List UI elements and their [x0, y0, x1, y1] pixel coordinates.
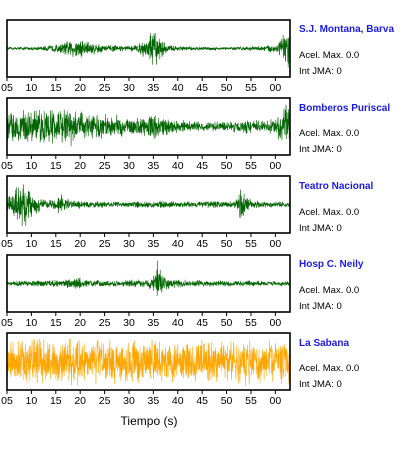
x-tick-label-5-10: 50 [221, 395, 233, 407]
waveform-2 [7, 105, 290, 147]
panel-3: 05 10 15 20 25 30 35 40 45 50 55 00 [1, 175, 291, 250]
x-tick-label-2-3: 15 [50, 160, 62, 172]
x-tick-label-4-5: 25 [99, 317, 111, 329]
x-tick-label-2-1: 05 [1, 160, 13, 172]
acel-max-1: Acel. Max. 0.0 [299, 50, 360, 61]
x-tick-label-5-1: 05 [1, 395, 13, 407]
acel-max-3: Acel. Max. 0.0 [299, 207, 360, 218]
int-jma-1: Int JMA: 0 [299, 66, 342, 77]
x-tick-label-1-4: 20 [74, 82, 86, 94]
x-tick-label-3-7: 35 [148, 238, 160, 250]
station-name-2: Bomberos Puriscal [299, 103, 391, 114]
x-tick-label-4-11: 55 [245, 317, 257, 329]
station-name-3: Teatro Nacional [299, 181, 374, 192]
panel-1: 05 10 15 20 25 30 35 40 45 50 55 00 [1, 19, 291, 94]
x-tick-label-1-10: 50 [221, 82, 233, 94]
x-tick-label-3-10: 50 [221, 238, 233, 250]
x-tick-label-1-8: 40 [172, 82, 184, 94]
x-tick-label-2-8: 40 [172, 160, 184, 172]
x-tick-label-5-4: 20 [74, 395, 86, 407]
int-jma-2: Int JMA: 0 [299, 144, 342, 155]
x-tick-label-1-7: 35 [148, 82, 160, 94]
waveform-5 [7, 338, 290, 386]
panel-2: 05 10 15 20 25 30 35 40 45 50 55 00 [1, 97, 291, 172]
x-axis-label: Tiempo (s) [120, 414, 178, 428]
x-tick-label-5-2: 10 [26, 395, 38, 407]
int-jma-4: Int JMA: 0 [299, 301, 342, 312]
panel-frame-4 [6, 254, 291, 313]
x-tick-label-2-12: 00 [270, 160, 282, 172]
int-jma-3: Int JMA: 0 [299, 223, 342, 234]
x-tick-label-4-7: 35 [148, 317, 160, 329]
x-tick-label-5-3: 15 [50, 395, 62, 407]
x-tick-label-5-11: 55 [245, 395, 257, 407]
acel-max-4: Acel. Max. 0.0 [299, 285, 360, 296]
x-tick-label-1-11: 55 [245, 82, 257, 94]
x-tick-label-1-12: 00 [270, 82, 282, 94]
x-tick-label-5-9: 45 [196, 395, 208, 407]
x-tick-label-2-7: 35 [148, 160, 160, 172]
waveform-3 [7, 184, 290, 227]
x-tick-label-2-6: 30 [123, 160, 135, 172]
x-tick-label-5-8: 40 [172, 395, 184, 407]
x-tick-label-1-6: 30 [123, 82, 135, 94]
panel-5: 05 10 15 20 25 30 35 40 45 50 55 00 [1, 332, 291, 407]
x-tick-label-1-1: 05 [1, 82, 13, 94]
x-tick-label-3-3: 15 [50, 238, 62, 250]
x-tick-label-1-2: 10 [26, 82, 38, 94]
x-tick-label-4-3: 15 [50, 317, 62, 329]
x-tick-label-5-5: 25 [99, 395, 111, 407]
panel-frame-1 [6, 19, 291, 78]
x-tick-label-2-5: 25 [99, 160, 111, 172]
panel-frame-2 [6, 97, 291, 156]
x-tick-label-3-11: 55 [245, 238, 257, 250]
acel-max-5: Acel. Max. 0.0 [299, 363, 360, 374]
x-tick-label-5-12: 00 [270, 395, 282, 407]
x-tick-label-5-7: 35 [148, 395, 160, 407]
x-tick-label-3-2: 10 [26, 238, 38, 250]
x-tick-label-4-12: 00 [270, 317, 282, 329]
x-tick-label-2-9: 45 [196, 160, 208, 172]
x-tick-label-3-5: 25 [99, 238, 111, 250]
x-tick-label-4-9: 45 [196, 317, 208, 329]
x-tick-label-3-1: 05 [1, 238, 13, 250]
x-tick-label-2-10: 50 [221, 160, 233, 172]
x-tick-label-3-6: 30 [123, 238, 135, 250]
x-tick-label-4-10: 50 [221, 317, 233, 329]
x-tick-label-4-8: 40 [172, 317, 184, 329]
waveform-1 [7, 31, 290, 68]
x-tick-label-2-4: 20 [74, 160, 86, 172]
x-tick-label-2-11: 55 [245, 160, 257, 172]
x-tick-label-2-2: 10 [26, 160, 38, 172]
x-tick-label-3-4: 20 [74, 238, 86, 250]
int-jma-5: Int JMA: 0 [299, 379, 342, 390]
station-name-1: S.J. Montana, Barva [299, 24, 395, 35]
x-tick-label-4-1: 05 [1, 317, 13, 329]
x-tick-label-1-5: 25 [99, 82, 111, 94]
panel-frame-5 [6, 332, 291, 391]
x-tick-label-1-3: 15 [50, 82, 62, 94]
acel-max-2: Acel. Max. 0.0 [299, 128, 360, 139]
panel-4: 05 10 15 20 25 30 35 40 45 50 55 00 [1, 254, 291, 329]
waveform-4 [7, 260, 290, 296]
x-tick-label-4-6: 30 [123, 317, 135, 329]
x-tick-label-4-2: 10 [26, 317, 38, 329]
panel-frame-3 [6, 175, 291, 234]
x-tick-label-3-12: 00 [270, 238, 282, 250]
x-tick-label-3-8: 40 [172, 238, 184, 250]
x-tick-label-1-9: 45 [196, 82, 208, 94]
x-tick-label-4-4: 20 [74, 317, 86, 329]
x-tick-label-5-6: 30 [123, 395, 135, 407]
x-tick-label-3-9: 45 [196, 238, 208, 250]
station-name-5: La Sabana [299, 338, 350, 349]
station-name-4: Hosp C. Neily [299, 259, 364, 270]
